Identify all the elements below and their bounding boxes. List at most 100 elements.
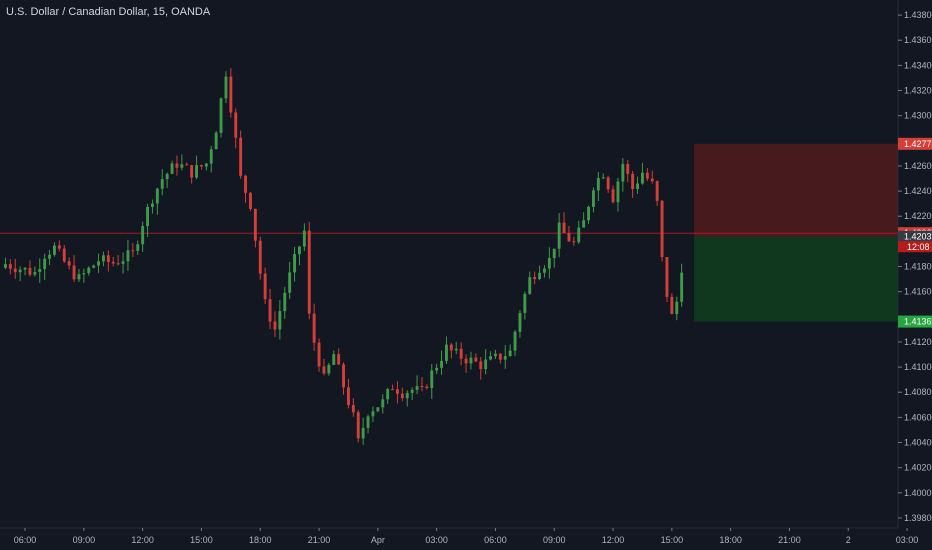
y-tick-label: 1.41800 [904,262,932,272]
candle-body [180,164,184,168]
take-profit-zone[interactable] [693,236,932,322]
price-tag-label: 1.41362 [904,317,932,327]
candle-body [562,222,566,233]
stop-loss-zone[interactable] [693,143,932,237]
candle-body [547,258,551,269]
candle-body [371,411,375,417]
candle-body [616,181,620,203]
candle-body [601,177,605,179]
y-tick-label: 1.40000 [904,488,932,498]
candle-body [8,264,12,269]
candle-body [606,177,610,190]
x-tick-label: 12:00 [602,535,625,545]
candle-body [660,200,664,257]
candle-body [102,255,105,262]
x-tick-label: 03:00 [425,535,448,545]
y-tick-label: 1.42600 [904,161,932,171]
candle-body [567,232,571,242]
candle-body [474,357,478,362]
candle-body [23,267,27,270]
candle-body [253,208,257,241]
candle-body [219,98,223,133]
candle-body [317,342,321,367]
y-tick-label: 1.40400 [904,438,932,448]
candle-body [146,206,149,227]
candle-body [97,261,100,266]
y-tick-label: 1.43400 [904,60,932,70]
candle-body [400,393,404,399]
candle-body [366,416,370,428]
candle-body [249,192,252,209]
candle-body [425,386,429,389]
candle-body [489,356,492,360]
x-tick-label: 12:00 [131,535,154,545]
candle-body [185,164,189,166]
candle-body [136,244,140,251]
candle-body [386,389,390,400]
candle-body [57,245,61,249]
candle-body [190,165,194,178]
y-tick-label: 1.42200 [904,211,932,221]
candle-body [528,277,532,294]
candle-body [435,367,439,371]
x-tick-label: 06:00 [484,535,507,545]
candle-body [273,321,277,330]
countdown-tag [898,241,932,253]
candle-body [670,296,674,314]
price-tag-label: 1.42037 [904,232,932,242]
x-tick-label: Apr [371,535,385,545]
candle-body [596,178,600,191]
candle-body [4,264,7,268]
candle-body [655,181,659,201]
y-tick-label: 1.43200 [904,86,932,96]
candle-body [82,273,86,275]
candle-body [631,173,635,190]
candle-body [518,312,522,332]
candle-body [405,392,409,399]
candle-body [151,203,154,207]
candle-body [38,269,42,273]
candle-body [239,137,243,176]
candle-body [533,277,537,280]
candle-body [195,165,198,178]
candle-body [449,344,453,351]
candle-body [523,293,527,313]
candle-body [459,348,463,359]
candle-body [337,354,341,365]
candle-body [106,255,110,262]
x-tick-label: 18:00 [249,535,272,545]
candle-body [165,173,169,180]
candle-body [204,163,208,167]
candle-body [200,165,203,167]
candle-body [332,354,336,365]
candle-body [552,248,556,259]
candle-body [53,245,56,255]
candle-body [72,265,76,280]
candle-body [396,389,399,394]
y-tick-label: 1.41200 [904,337,932,347]
countdown-label: 12:08 [907,242,930,252]
candle-body [13,268,17,273]
candle-body [121,261,125,264]
candle-body [302,230,306,247]
candle-body [312,313,316,343]
candle-body [410,389,414,393]
candle-body [293,254,296,273]
candle-body [347,387,350,406]
candle-body [381,399,385,408]
candle-body [18,269,22,273]
candle-body [675,301,679,314]
candle-body [391,389,394,391]
candle-body [263,273,267,300]
x-tick-label: 09:00 [543,535,566,545]
y-tick-label: 1.40800 [904,387,932,397]
price-tag [898,137,932,150]
candle-body [111,261,115,264]
candle-body [469,357,473,364]
candle-body [494,353,497,357]
candle-body [175,163,179,168]
time-axis[interactable] [0,528,932,550]
price-axis[interactable] [898,0,932,550]
y-tick-label: 1.39800 [904,513,932,523]
